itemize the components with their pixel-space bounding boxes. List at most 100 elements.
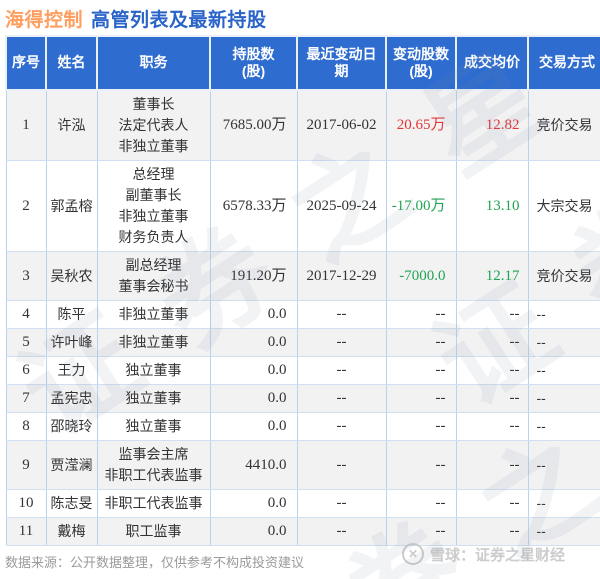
table-row: 7 孟宪忠 独立董事 0.0 -- -- -- -- [5, 384, 600, 413]
column-header: 交易方式 [527, 35, 600, 91]
avg-price: -- [455, 300, 529, 329]
trade-method: -- [527, 489, 600, 518]
positions: 总经理 副董事长 非独立董事 财务负责人 [96, 160, 211, 252]
last-change-date: 2025-09-24 [296, 160, 387, 252]
change-shares: -17.00万 [385, 160, 457, 252]
table-body: 1 许泓 董事长 法定代表人 非独立董事 7685.00万 2017-06-02 20.6… [5, 90, 600, 546]
executives-holdings-table: 序号 姓名 职务 持股数 (股) 最近变动日期 变动股数 (股) 成交均价 交易方式 1 许泓董… [5, 35, 600, 546]
positions: 监事会主席 非职工代表监事 [96, 440, 211, 490]
avg-price: -- [455, 440, 529, 490]
trade-method: -- [527, 356, 600, 385]
table-row: 1 许泓 董事长 法定代表人 非独立董事 7685.00万 2017-06-02 20.6… [5, 90, 600, 161]
trade-method: -- [527, 328, 600, 357]
row-number: 8 [5, 412, 47, 441]
page-title: 海得控制 高管列表及最新持股 [5, 5, 267, 32]
last-change-date: -- [296, 384, 387, 413]
trade-method: 竞价交易 [527, 251, 600, 301]
table-row: 3 吴秋农 副总经理 董事会秘书 191.20万 2017-12-29 -7000.0 12… [5, 251, 600, 301]
last-change-date: -- [296, 300, 387, 329]
avg-price: -- [455, 412, 529, 441]
executive-name: 戴梅 [45, 517, 98, 546]
executive-name: 陈志旻 [45, 489, 98, 518]
table-row: 11 戴梅 职工监事 0.0 -- -- -- -- [5, 517, 600, 546]
change-shares: -- [385, 440, 457, 490]
stock-name: 海得控制 [5, 10, 84, 31]
row-number: 4 [5, 300, 47, 329]
executive-name: 陈平 [45, 300, 98, 329]
executive-name: 贾滢澜 [45, 440, 98, 490]
executive-name: 邵晓玲 [45, 412, 98, 441]
table-row: 2 郭孟榕 总经理 副董事长 非独立董事 财务负责人 6578.33万 2025-09-… [5, 160, 600, 252]
table-header: 序号 姓名 职务 持股数 (股) 最近变动日期 变动股数 (股) 成交均价 交易方式 [5, 35, 600, 91]
row-number: 11 [5, 517, 47, 546]
shares-held: 0.0 [209, 356, 298, 385]
last-change-date: 2017-12-29 [296, 251, 387, 301]
positions: 董事长 法定代表人 非独立董事 [96, 90, 211, 161]
table-header-row: 序号 姓名 职务 持股数 (股) 最近变动日期 变动股数 (股) 成交均价 交易方式 [5, 35, 600, 91]
positions: 独立董事 [96, 384, 211, 413]
trade-method: 竞价交易 [527, 90, 600, 161]
shares-held: 0.0 [209, 384, 298, 413]
last-change-date: -- [296, 328, 387, 357]
executive-name: 孟宪忠 [45, 384, 98, 413]
trade-method: -- [527, 517, 600, 546]
shares-held: 6578.33万 [209, 160, 298, 252]
positions: 职工监事 [96, 517, 211, 546]
change-shares: -- [385, 517, 457, 546]
shares-held: 7685.00万 [209, 90, 298, 161]
column-header: 持股数 (股) [209, 35, 298, 91]
column-header: 最近变动日期 [296, 35, 387, 91]
column-header: 序号 [5, 35, 47, 91]
positions: 独立董事 [96, 356, 211, 385]
row-number: 7 [5, 384, 47, 413]
column-header: 成交均价 [455, 35, 529, 91]
last-change-date: -- [296, 489, 387, 518]
trade-method: 大宗交易 [527, 160, 600, 252]
row-number: 6 [5, 356, 47, 385]
avg-price: -- [455, 489, 529, 518]
change-shares: -- [385, 300, 457, 329]
avg-price: -- [455, 384, 529, 413]
column-header: 变动股数 (股) [385, 35, 457, 91]
column-header: 姓名 [45, 35, 98, 91]
shares-held: 4410.0 [209, 440, 298, 490]
last-change-date: -- [296, 440, 387, 490]
avg-price: 12.82 [455, 90, 529, 161]
change-shares: 20.65万 [385, 90, 457, 161]
change-shares: -- [385, 412, 457, 441]
brand-text: 雪球：证券之星财经 [430, 546, 566, 564]
positions: 独立董事 [96, 412, 211, 441]
last-change-date: -- [296, 412, 387, 441]
brand-watermark: ✕ 雪球：证券之星财经 [402, 543, 565, 565]
positions: 非职工代表监事 [96, 489, 211, 518]
avg-price: -- [455, 517, 529, 546]
executive-name: 王力 [45, 356, 98, 385]
executive-name: 许叶峰 [45, 328, 98, 357]
positions: 非独立董事 [96, 328, 211, 357]
row-number: 10 [5, 489, 47, 518]
trade-method: -- [527, 300, 600, 329]
shares-held: 0.0 [209, 328, 298, 357]
trade-method: -- [527, 412, 600, 441]
trade-method: -- [527, 440, 600, 490]
trade-method: -- [527, 384, 600, 413]
executive-name: 吴秋农 [45, 251, 98, 301]
avg-price: 13.10 [455, 160, 529, 252]
table-row: 8 邵晓玲 独立董事 0.0 -- -- -- -- [5, 412, 600, 441]
change-shares: -- [385, 356, 457, 385]
change-shares: -7000.0 [385, 251, 457, 301]
avg-price: -- [455, 356, 529, 385]
last-change-date: -- [296, 517, 387, 546]
executive-name: 许泓 [45, 90, 98, 161]
data-source-note: 数据来源：公开数据整理，仅供参考不构成投资建议 [5, 555, 305, 570]
avg-price: 12.17 [455, 251, 529, 301]
shares-held: 191.20万 [209, 251, 298, 301]
shares-held: 0.0 [209, 489, 298, 518]
change-shares: -- [385, 489, 457, 518]
row-number: 5 [5, 328, 47, 357]
page-title-text: 高管列表及最新持股 [91, 10, 267, 31]
last-change-date: -- [296, 356, 387, 385]
shares-held: 0.0 [209, 300, 298, 329]
column-header: 职务 [96, 35, 211, 91]
